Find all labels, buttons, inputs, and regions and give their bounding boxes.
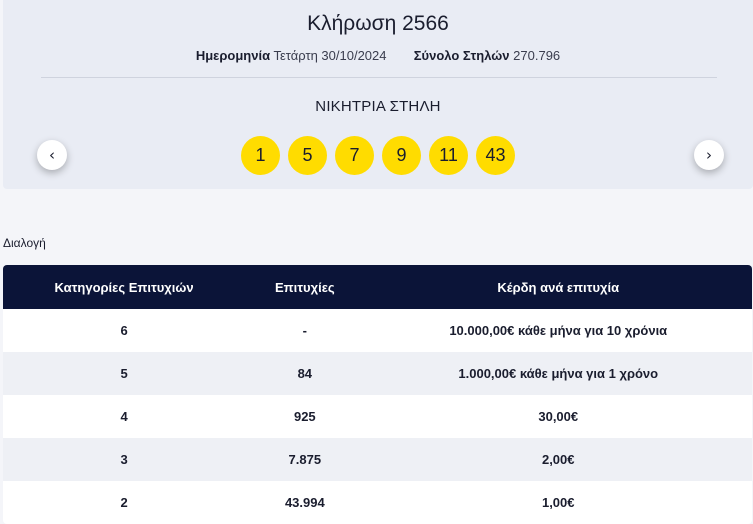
section-label: Διαλογή: [3, 236, 46, 250]
category-cell: 6: [3, 309, 246, 352]
number-ball: 43: [476, 136, 515, 175]
date-label: Ημερομηνία: [195, 48, 271, 63]
table-row: 4 925 30,00€: [3, 395, 752, 438]
prize-cell: 2,00€: [364, 438, 752, 481]
draw-title: Κλήρωση 2566: [307, 12, 449, 35]
previous-draw-button[interactable]: ‹: [37, 140, 67, 170]
number-ball: 9: [382, 136, 421, 175]
category-cell: 4: [3, 395, 246, 438]
table-row: 6 - 10.000,00€ κάθε μήνα για 10 χρόνια: [3, 309, 752, 352]
table-row: 2 43.994 1,00€: [3, 481, 752, 524]
prize-cell: 1.000,00€ κάθε μήνα για 1 χρόνο: [364, 352, 752, 395]
table-row: 3 7.875 2,00€: [3, 438, 752, 481]
winners-cell: 84: [245, 352, 365, 395]
columns-value: 270.796: [513, 48, 561, 63]
winning-numbers: 1 5 7 9 11 43: [3, 136, 753, 175]
draw-meta: Ημερομηνία Τετάρτη 30/10/2024 Σύνολο Στη…: [3, 48, 753, 63]
winners-cell: -: [245, 309, 365, 352]
chevron-left-icon: ‹: [49, 146, 55, 164]
winners-cell: 925: [245, 395, 365, 438]
prize-cell: 10.000,00€ κάθε μήνα για 10 χρόνια: [364, 309, 752, 352]
header-winners: Επιτυχίες: [245, 265, 365, 309]
chevron-right-icon: ›: [706, 146, 712, 164]
divider: [41, 77, 717, 78]
next-draw-button[interactable]: ›: [694, 140, 724, 170]
winning-column-title: ΝΙΚΗΤΡΙΑ ΣΤΗΛΗ: [315, 98, 441, 115]
number-ball: 7: [335, 136, 374, 175]
prize-cell: 30,00€: [364, 395, 752, 438]
number-ball: 1: [241, 136, 280, 175]
date-value: Τετάρτη 30/10/2024: [273, 48, 387, 63]
draw-panel: Κλήρωση 2566 Ημερομηνία Τετάρτη 30/10/20…: [3, 0, 753, 189]
columns-label: Σύνολο Στηλών: [413, 48, 510, 63]
prize-table: Κατηγορίες Επιτυχιών Επιτυχίες Κέρδη ανά…: [3, 265, 752, 524]
winners-cell: 7.875: [245, 438, 365, 481]
header-prize: Κέρδη ανά επιτυχία: [364, 265, 752, 309]
winners-cell: 43.994: [245, 481, 365, 524]
category-cell: 5: [3, 352, 246, 395]
number-ball: 11: [429, 136, 468, 175]
number-ball: 5: [288, 136, 327, 175]
table-row: 5 84 1.000,00€ κάθε μήνα για 1 χρόνο: [3, 352, 752, 395]
prize-cell: 1,00€: [364, 481, 752, 524]
category-cell: 3: [3, 438, 246, 481]
header-categories: Κατηγορίες Επιτυχιών: [3, 265, 246, 309]
table-header-row: Κατηγορίες Επιτυχιών Επιτυχίες Κέρδη ανά…: [3, 265, 752, 309]
category-cell: 2: [3, 481, 246, 524]
